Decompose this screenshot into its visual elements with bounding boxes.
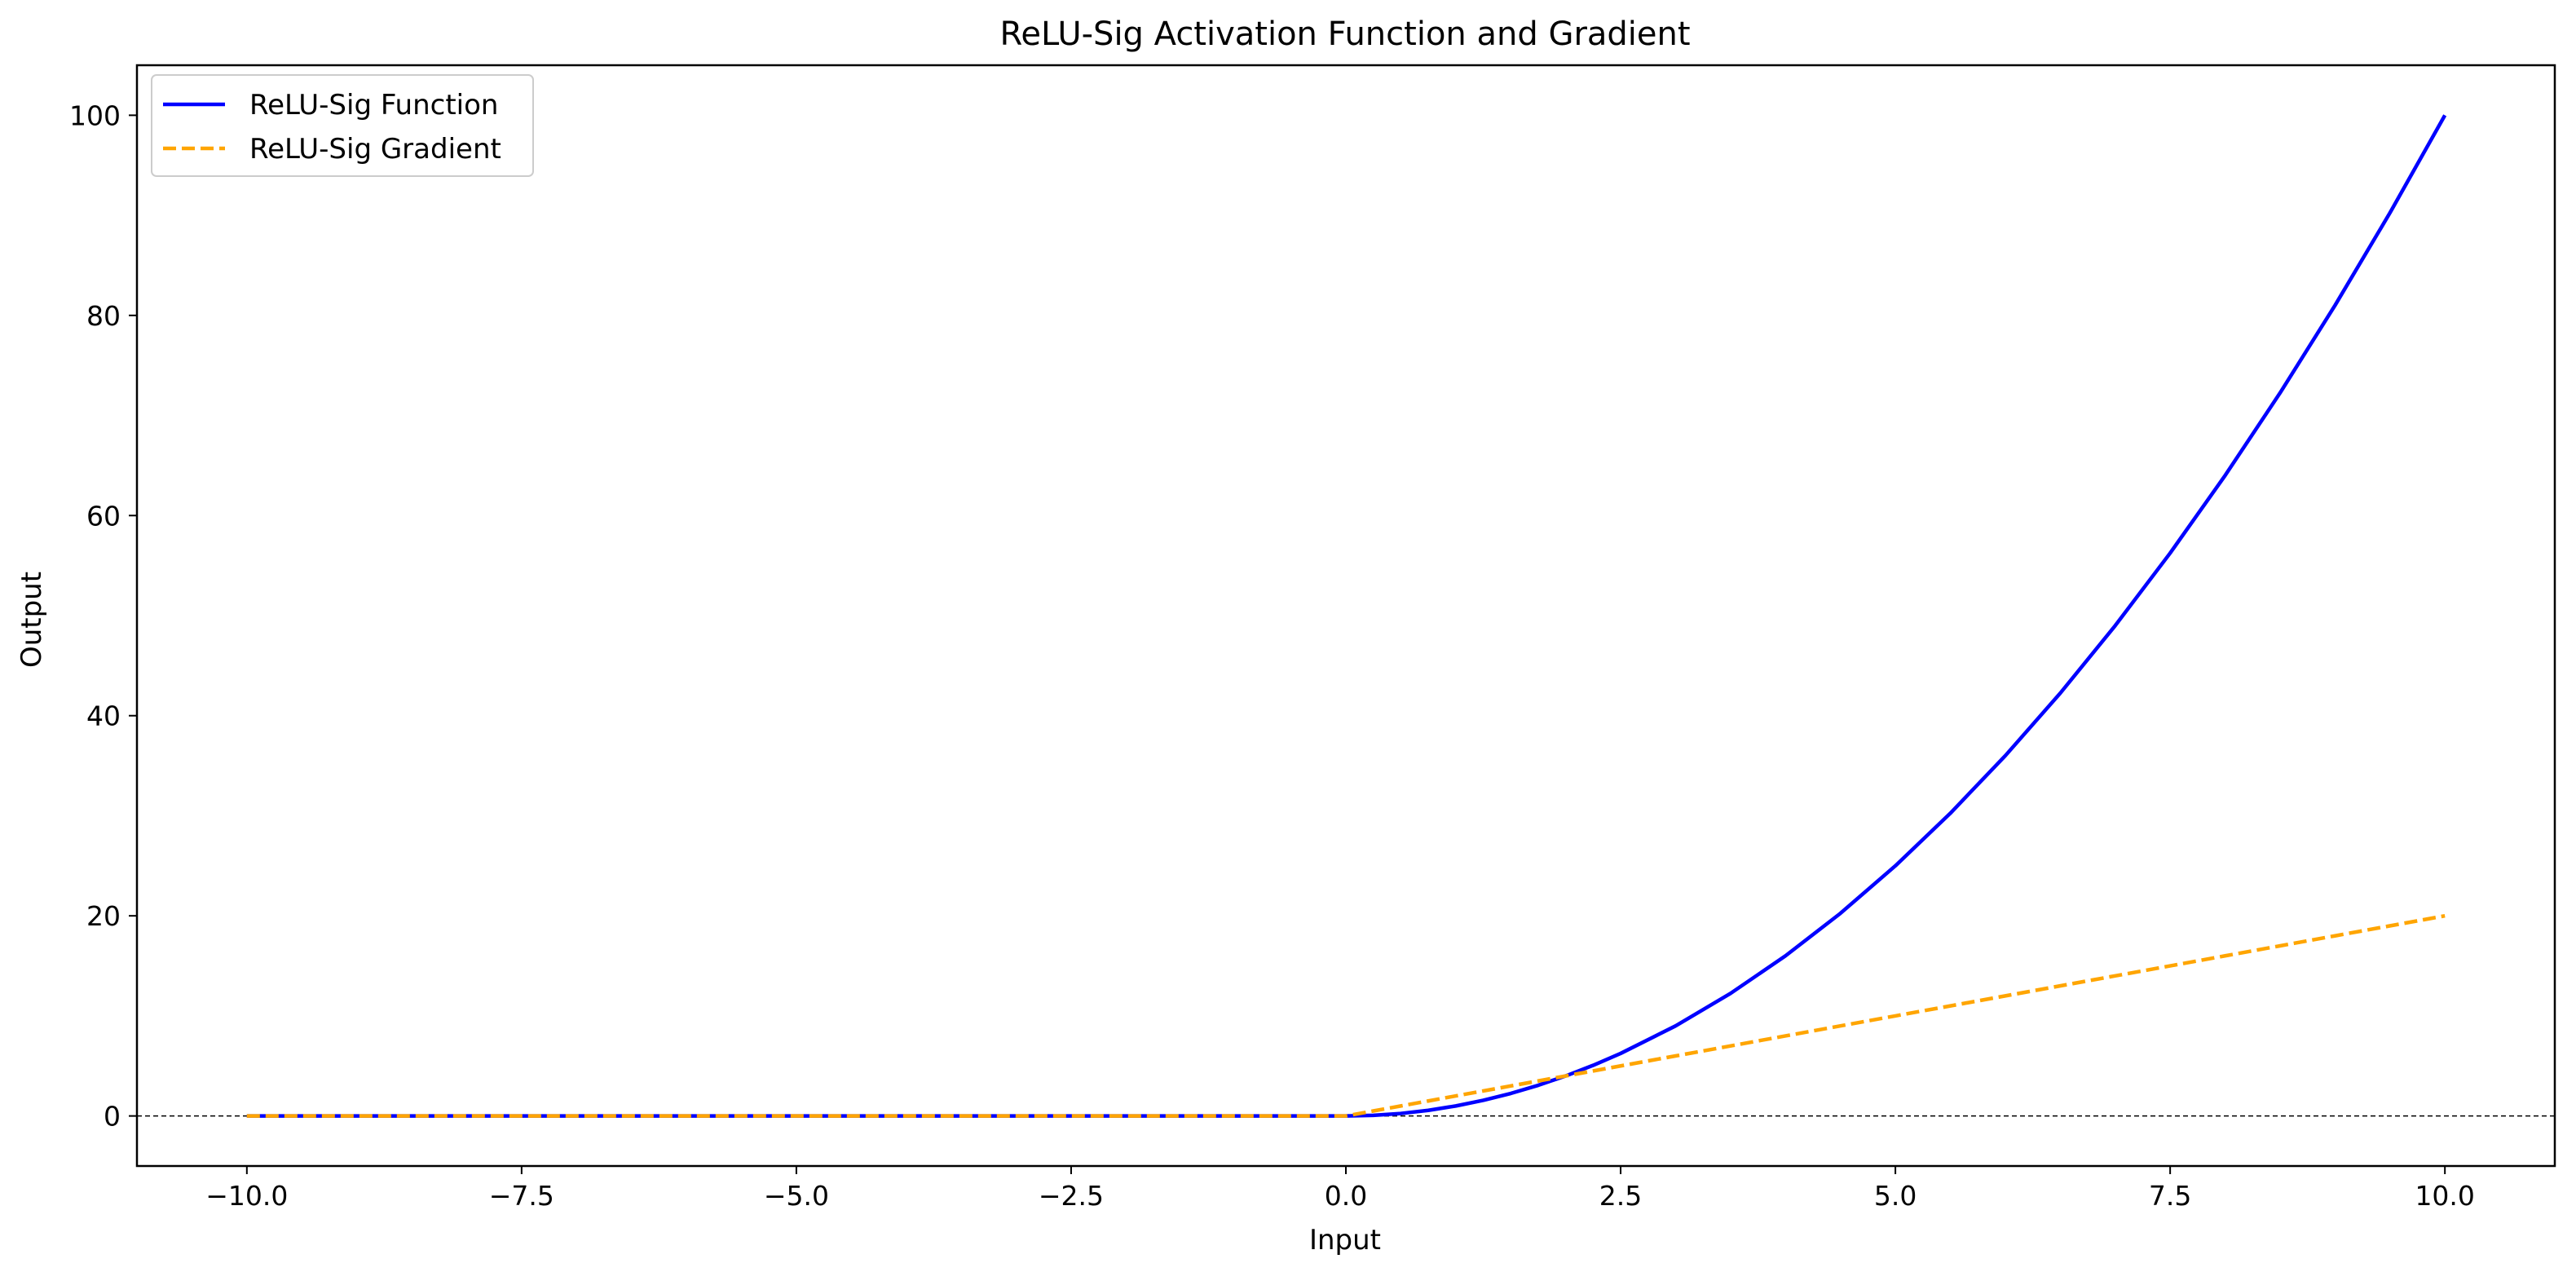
y-tick-label: 0 [104, 1101, 121, 1133]
x-tick-label: −2.5 [1039, 1180, 1104, 1212]
y-tick-label: 40 [86, 700, 121, 732]
legend-label-function: ReLU-Sig Function [249, 89, 498, 121]
x-tick-label: −5.0 [764, 1180, 829, 1212]
series-line-gradient [246, 913, 2446, 1118]
x-tick-label: 2.5 [1599, 1180, 1642, 1212]
x-tick-label: 7.5 [2149, 1180, 2191, 1212]
x-tick-label: −10.0 [205, 1180, 288, 1212]
x-axis-label: Input [1309, 1224, 1381, 1257]
legend-box [151, 74, 534, 177]
x-tick-label: 0.0 [1325, 1180, 1367, 1212]
chart-title: ReLU-Sig Activation Function and Gradien… [999, 15, 1690, 53]
legend: ReLU-Sig Function ReLU-Sig Gradient [151, 74, 534, 177]
y-axis-label: Output [15, 572, 48, 668]
series-line-function [246, 114, 2447, 1118]
x-tick-label: 10.0 [2415, 1180, 2474, 1212]
x-tick-label: 5.0 [1874, 1180, 1917, 1212]
y-tick-label: 100 [69, 99, 121, 131]
y-tick-label: 20 [86, 900, 121, 932]
x-tick-label: −7.5 [489, 1180, 554, 1212]
legend-label-gradient: ReLU-Sig Gradient [249, 133, 501, 166]
y-tick-label: 80 [86, 300, 121, 332]
plot-area [137, 114, 2555, 1118]
y-tick-label: 60 [86, 500, 121, 532]
